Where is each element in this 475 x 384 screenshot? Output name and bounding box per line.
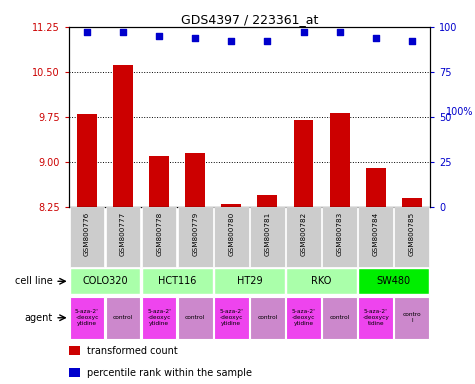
Bar bbox=[178, 296, 212, 339]
Bar bbox=[106, 296, 140, 339]
Bar bbox=[113, 65, 133, 207]
Bar bbox=[70, 268, 140, 294]
Text: control: control bbox=[113, 315, 133, 320]
Text: HCT116: HCT116 bbox=[158, 276, 196, 286]
Bar bbox=[323, 207, 357, 267]
Point bbox=[228, 38, 235, 45]
Text: 5-aza-2'
-deoxycy
tidine: 5-aza-2' -deoxycy tidine bbox=[362, 310, 389, 326]
Text: GSM800777: GSM800777 bbox=[120, 212, 126, 257]
Point bbox=[408, 38, 416, 45]
Point bbox=[300, 29, 307, 35]
Bar bbox=[69, 346, 80, 355]
Bar bbox=[359, 296, 393, 339]
Bar bbox=[294, 120, 314, 207]
Bar bbox=[286, 268, 357, 294]
Bar bbox=[142, 207, 176, 267]
Bar bbox=[395, 296, 429, 339]
Text: GSM800783: GSM800783 bbox=[337, 212, 342, 257]
Bar bbox=[330, 113, 350, 207]
Bar bbox=[69, 367, 80, 377]
Bar bbox=[366, 168, 386, 207]
Point bbox=[336, 29, 343, 35]
Bar bbox=[185, 153, 205, 207]
Text: SW480: SW480 bbox=[377, 276, 411, 286]
Text: percentile rank within the sample: percentile rank within the sample bbox=[87, 368, 252, 378]
Bar bbox=[142, 268, 212, 294]
Bar bbox=[70, 296, 104, 339]
Bar bbox=[77, 114, 97, 207]
Point bbox=[372, 35, 380, 41]
Text: 5-aza-2'
-deoxyc
ytidine: 5-aza-2' -deoxyc ytidine bbox=[147, 310, 171, 326]
Bar bbox=[214, 268, 285, 294]
Bar bbox=[221, 204, 241, 207]
Text: transformed count: transformed count bbox=[87, 346, 178, 356]
Bar bbox=[323, 296, 357, 339]
Text: RKO: RKO bbox=[312, 276, 332, 286]
Bar bbox=[106, 207, 140, 267]
Bar bbox=[70, 207, 104, 267]
Text: COLO320: COLO320 bbox=[82, 276, 128, 286]
Text: GSM800776: GSM800776 bbox=[84, 212, 90, 257]
Bar bbox=[250, 296, 285, 339]
Text: GSM800784: GSM800784 bbox=[373, 212, 379, 257]
Text: GSM800782: GSM800782 bbox=[301, 212, 306, 257]
Text: agent: agent bbox=[24, 313, 53, 323]
Point bbox=[119, 29, 127, 35]
Text: GSM800780: GSM800780 bbox=[228, 212, 234, 257]
Bar bbox=[395, 207, 429, 267]
Point bbox=[264, 38, 271, 45]
Bar bbox=[178, 207, 212, 267]
Bar bbox=[214, 207, 248, 267]
Y-axis label: 100%: 100% bbox=[446, 107, 474, 117]
Point bbox=[83, 29, 91, 35]
Bar bbox=[214, 296, 248, 339]
Point bbox=[155, 33, 163, 39]
Text: control: control bbox=[257, 315, 277, 320]
Text: control: control bbox=[330, 315, 350, 320]
Text: 5-aza-2'
-deoxyc
ytidine: 5-aza-2' -deoxyc ytidine bbox=[292, 310, 315, 326]
Bar bbox=[142, 296, 176, 339]
Bar bbox=[149, 156, 169, 207]
Text: GSM800778: GSM800778 bbox=[156, 212, 162, 257]
Bar bbox=[250, 207, 285, 267]
Bar bbox=[359, 207, 393, 267]
Text: HT29: HT29 bbox=[237, 276, 262, 286]
Bar bbox=[402, 198, 422, 207]
Text: GSM800785: GSM800785 bbox=[409, 212, 415, 257]
Text: control: control bbox=[185, 315, 205, 320]
Bar bbox=[286, 207, 321, 267]
Text: cell line: cell line bbox=[15, 276, 53, 286]
Point bbox=[191, 35, 199, 41]
Bar bbox=[257, 195, 277, 207]
Text: GSM800781: GSM800781 bbox=[265, 212, 270, 257]
Text: GSM800779: GSM800779 bbox=[192, 212, 198, 257]
Bar bbox=[359, 268, 429, 294]
Text: 5-aza-2'
-deoxyc
ytidine: 5-aza-2' -deoxyc ytidine bbox=[75, 310, 99, 326]
Text: contro
l: contro l bbox=[402, 312, 421, 323]
Text: 5-aza-2'
-deoxyc
ytidine: 5-aza-2' -deoxyc ytidine bbox=[219, 310, 243, 326]
Bar bbox=[286, 296, 321, 339]
Title: GDS4397 / 223361_at: GDS4397 / 223361_at bbox=[180, 13, 318, 26]
